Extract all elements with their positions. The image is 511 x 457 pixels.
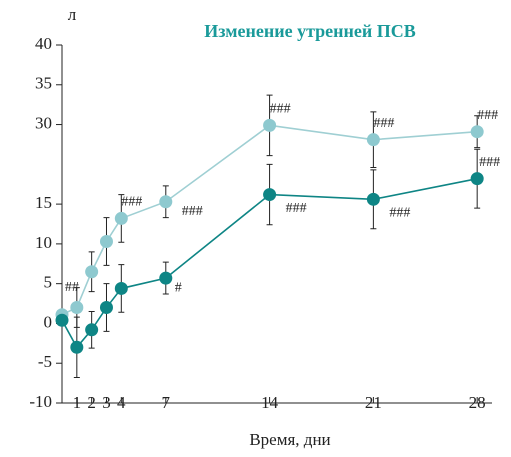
- data-point: [263, 188, 277, 202]
- data-point: [114, 211, 128, 225]
- data-point: [366, 192, 380, 206]
- y-tick-label: 40: [35, 34, 52, 53]
- x-tick-label: 14: [261, 393, 279, 412]
- data-point: [70, 301, 84, 315]
- annotation: ##: [65, 280, 79, 295]
- data-point: [85, 265, 99, 279]
- data-point: [470, 172, 484, 186]
- y-tick-label: 15: [35, 193, 52, 212]
- annotation: ###: [389, 206, 410, 221]
- data-point: [366, 133, 380, 147]
- data-point: [99, 301, 113, 315]
- data-point: [159, 271, 173, 285]
- y-tick-label: 5: [44, 273, 53, 292]
- data-point: [55, 313, 69, 327]
- y-tick-label: 10: [35, 233, 52, 252]
- annotation: ###: [270, 102, 291, 117]
- data-point: [99, 235, 113, 249]
- data-point: [114, 281, 128, 295]
- x-tick-label: 2: [87, 393, 96, 412]
- annotation: ###: [477, 108, 498, 123]
- annotation: ###: [479, 155, 500, 170]
- chart-title: Изменение утренней ПСВ: [204, 21, 416, 41]
- data-point: [263, 118, 277, 132]
- annotation: ###: [373, 116, 394, 131]
- annotation: ###: [182, 204, 203, 219]
- x-tick-label: 4: [117, 393, 126, 412]
- y-tick-label: -5: [38, 352, 52, 371]
- x-tick-label: 1: [73, 393, 82, 412]
- x-axis-label: Время, дни: [249, 430, 330, 449]
- data-point: [85, 323, 99, 337]
- data-point: [159, 195, 173, 209]
- annotation: ###: [286, 201, 307, 216]
- x-tick-label: 3: [102, 393, 111, 412]
- annotation: #: [175, 280, 182, 295]
- y-tick-label: 35: [35, 74, 52, 93]
- x-tick-label: 7: [162, 393, 171, 412]
- y-tick-label: -10: [29, 392, 52, 411]
- y-tick-label: 30: [35, 113, 52, 132]
- x-tick-label: 28: [469, 393, 486, 412]
- annotation: ###: [121, 195, 142, 210]
- y-axis-label: л: [68, 5, 77, 24]
- x-tick-label: 21: [365, 393, 382, 412]
- data-point: [70, 340, 84, 354]
- data-point: [470, 125, 484, 139]
- y-tick-label: 0: [44, 312, 53, 331]
